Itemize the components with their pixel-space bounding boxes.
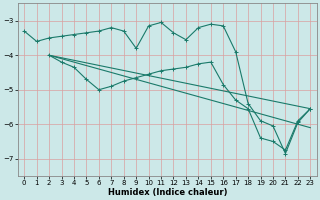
X-axis label: Humidex (Indice chaleur): Humidex (Indice chaleur) <box>108 188 227 197</box>
